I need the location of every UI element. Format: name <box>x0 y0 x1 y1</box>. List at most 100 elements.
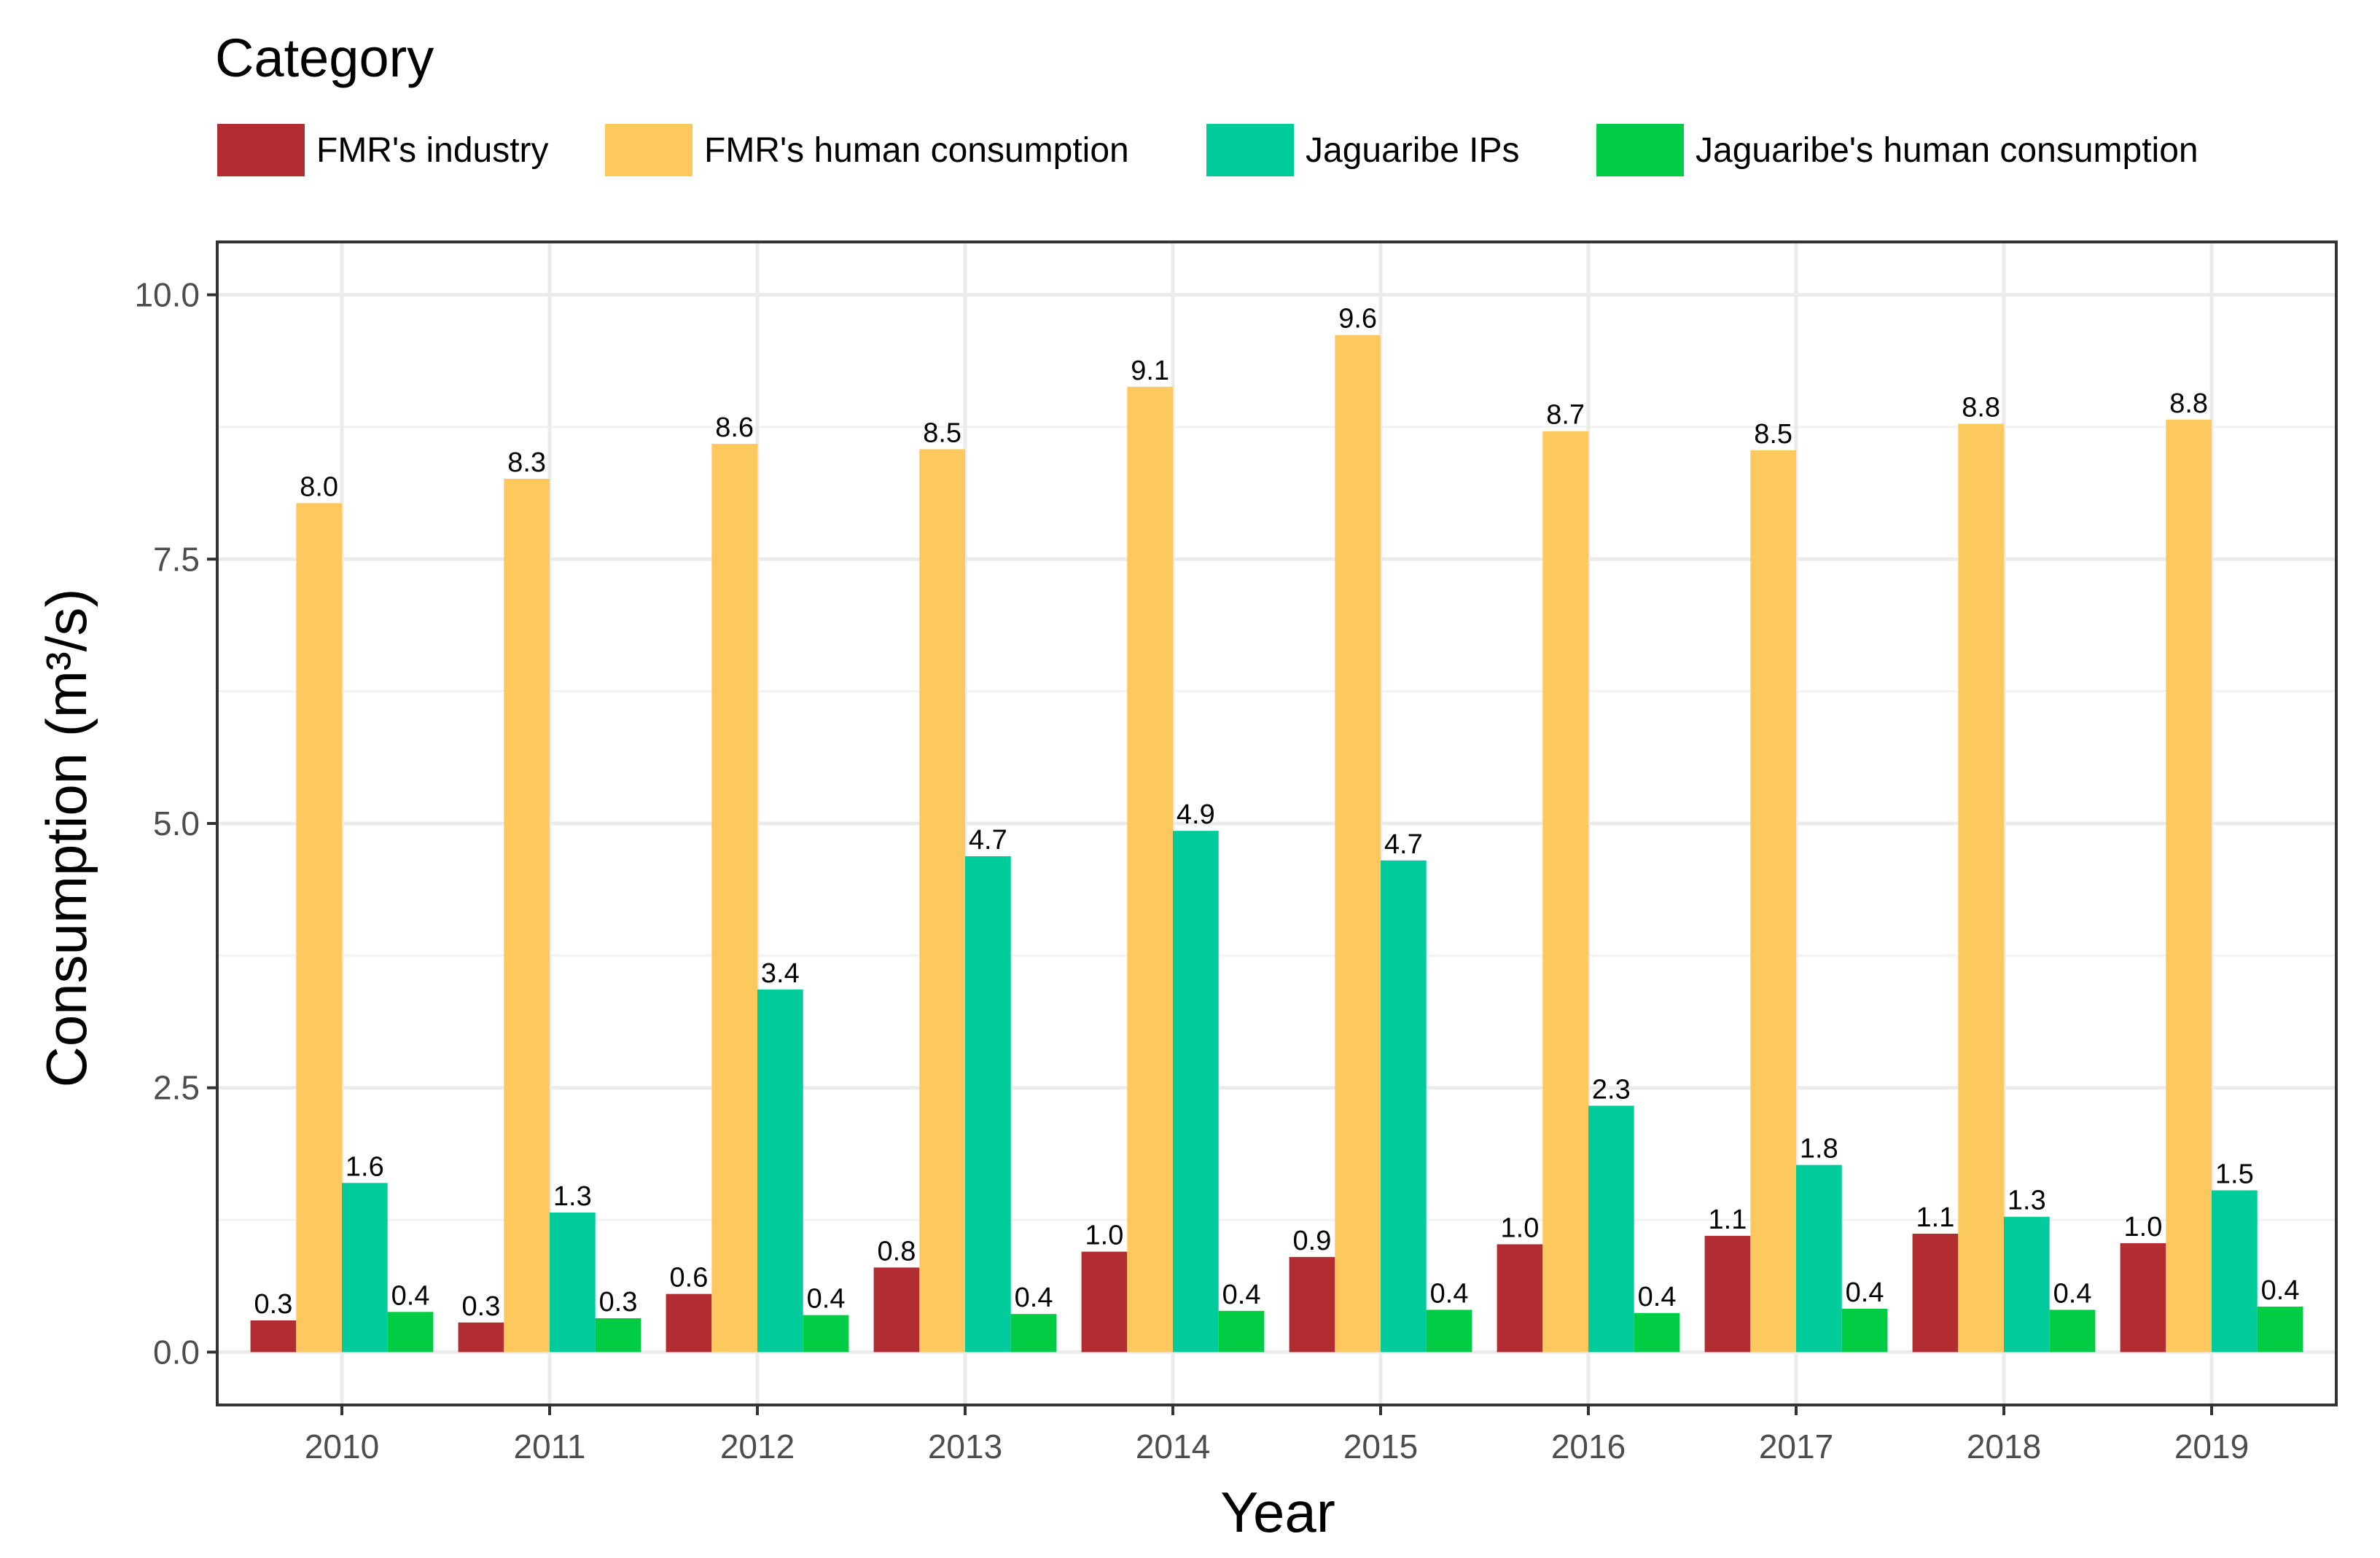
bar-fmr-s-human-consumption-2016 <box>1542 431 1588 1353</box>
bar-jaguaribe-s-human-consumption-2016 <box>1634 1312 1680 1353</box>
data-label: 1.8 <box>1800 1134 1838 1164</box>
data-label: 1.3 <box>553 1181 592 1212</box>
data-label: 1.5 <box>2215 1159 2254 1189</box>
data-label: 1.1 <box>1916 1202 1955 1233</box>
series-fmr-s-industry <box>250 1233 2166 1353</box>
data-label: 0.4 <box>1846 1277 1884 1308</box>
x-tick-label: 2019 <box>2174 1428 2249 1465</box>
legend-key <box>605 124 692 176</box>
bar-jaguaribe-s-human-consumption-2014 <box>1218 1310 1265 1353</box>
bar-fmr-s-human-consumption-2019 <box>2166 419 2212 1353</box>
bar-jaguaribe-s-human-consumption-2018 <box>2049 1310 2096 1353</box>
bar-fmr-s-human-consumption-2014 <box>1127 386 1173 1353</box>
x-tick-label: 2018 <box>1967 1428 2041 1465</box>
x-tick-label: 2011 <box>514 1428 586 1465</box>
x-axis-title: Year <box>1220 1480 1335 1544</box>
bar-fmr-s-industry-2016 <box>1497 1244 1543 1353</box>
legend-label: FMR's human consumption <box>704 131 1129 170</box>
bar-jaguaribe-s-human-consumption-2013 <box>1010 1314 1057 1353</box>
bar-fmr-s-industry-2015 <box>1289 1256 1335 1353</box>
data-label: 8.5 <box>1754 419 1792 450</box>
legend: FMR's industry FMR's human consumption Jag… <box>217 124 2198 176</box>
bar-jaguaribe-s-human-consumption-2015 <box>1426 1310 1472 1353</box>
series-jaguaribe-s-human-consumption <box>387 1307 2303 1353</box>
data-label: 8.6 <box>715 412 754 443</box>
bar-jaguaribe-ips-2013 <box>965 856 1011 1353</box>
legend-label: Jaguaribe IPs <box>1306 131 1520 170</box>
x-tick-label: 2014 <box>1136 1428 1210 1465</box>
data-labels-jaguaribe-s-human-consumption: 0.4 0.3 0.4 0.4 0.4 0.4 0.4 0.4 0.4 0.4 <box>391 1275 2300 1318</box>
data-label: 0.3 <box>462 1291 501 1322</box>
bar-jaguaribe-ips-2012 <box>757 989 803 1353</box>
bar-fmr-s-industry-2010 <box>250 1320 297 1353</box>
legend-label: Jaguaribe's human consumption <box>1696 131 2198 170</box>
bar-fmr-s-human-consumption-2012 <box>711 444 757 1353</box>
data-label: 8.8 <box>1962 393 2000 423</box>
data-labels-fmr-s-human-consumption: 8.0 8.3 8.6 8.5 9.1 9.6 8.7 8.5 8.8 8.8 <box>300 304 2208 503</box>
bar-fmr-s-industry-2012 <box>666 1293 712 1353</box>
data-label: 0.4 <box>2261 1275 2300 1306</box>
bar-fmr-s-industry-2013 <box>873 1267 920 1353</box>
y-axis-title: Consumption (m³/s) <box>34 589 98 1088</box>
data-label: 9.1 <box>1131 356 1169 386</box>
bar-jaguaribe-ips-2017 <box>1796 1164 1842 1353</box>
data-label: 8.0 <box>300 471 338 502</box>
x-tick-label: 2010 <box>305 1428 379 1465</box>
legend-item-jaguaribe-ips: Jaguaribe IPs <box>1206 124 1520 176</box>
bar-jaguaribe-ips-2018 <box>2004 1216 2050 1353</box>
x-tick-label: 2012 <box>720 1428 795 1465</box>
y-tick-label: 0.0 <box>153 1333 200 1371</box>
series-jaguaribe-ips <box>342 831 2258 1353</box>
data-label: 8.3 <box>507 447 546 478</box>
x-tick-label: 2015 <box>1343 1428 1418 1465</box>
data-label: 1.0 <box>1085 1221 1124 1251</box>
y-tick-label: 5.0 <box>153 805 200 842</box>
bar-jaguaribe-s-human-consumption-2011 <box>595 1318 641 1353</box>
data-label: 4.7 <box>969 825 1007 856</box>
y-tick-label: 10.0 <box>134 276 200 314</box>
data-label: 0.6 <box>670 1263 709 1293</box>
bar-jaguaribe-ips-2014 <box>1173 831 1219 1353</box>
bar-fmr-s-human-consumption-2018 <box>1958 423 2004 1353</box>
legend-key <box>217 124 305 176</box>
bar-jaguaribe-s-human-consumption-2010 <box>387 1312 434 1353</box>
data-label: 4.7 <box>1384 829 1423 860</box>
bar-fmr-s-industry-2017 <box>1704 1235 1751 1353</box>
y-tick-label: 7.5 <box>153 540 200 578</box>
bar-fmr-s-human-consumption-2010 <box>296 503 342 1353</box>
legend-item-fmr-s-industry: FMR's industry <box>217 124 549 176</box>
data-label: 8.5 <box>923 418 961 448</box>
data-label: 0.9 <box>1293 1226 1332 1256</box>
y-tick-label: 2.5 <box>153 1069 200 1107</box>
series-fmr-s-human-consumption <box>296 334 2212 1353</box>
data-label: 0.8 <box>878 1236 916 1267</box>
legend-title: Category <box>215 28 434 88</box>
bar-jaguaribe-s-human-consumption-2019 <box>2257 1307 2303 1353</box>
data-label: 0.4 <box>1638 1282 1677 1312</box>
bar-jaguaribe-ips-2016 <box>1588 1105 1634 1353</box>
data-label: 0.4 <box>807 1284 846 1315</box>
data-label: 3.4 <box>761 958 800 989</box>
data-label: 4.9 <box>1177 799 1215 830</box>
bar-jaguaribe-ips-2011 <box>550 1212 596 1353</box>
data-label: 1.1 <box>1709 1205 1747 1235</box>
bar-fmr-s-industry-2018 <box>1912 1233 1959 1353</box>
bar-fmr-s-industry-2014 <box>1081 1251 1128 1353</box>
legend-item-jaguaribe-s-human-consumption: Jaguaribe's human consumption <box>1596 124 2198 176</box>
bar-jaguaribe-s-human-consumption-2017 <box>1841 1308 1888 1353</box>
data-labels-jaguaribe-ips: 1.6 1.3 3.4 4.7 4.9 4.7 2.3 1.8 1.3 1.5 <box>346 799 2254 1216</box>
bar-fmr-s-human-consumption-2011 <box>504 479 550 1353</box>
data-label: 0.4 <box>1222 1280 1261 1310</box>
bar-jaguaribe-ips-2015 <box>1381 860 1427 1353</box>
x-tick-label: 2017 <box>1759 1428 1833 1465</box>
data-labels-fmr-s-industry: 0.3 0.3 0.6 0.8 1.0 0.9 1.0 1.1 1.1 1.0 <box>254 1202 2163 1322</box>
data-label: 0.4 <box>1430 1278 1469 1309</box>
data-label: 1.0 <box>2124 1212 2163 1242</box>
bar-fmr-s-industry-2019 <box>2120 1243 2166 1353</box>
data-label: 0.3 <box>254 1289 293 1320</box>
x-tick-label: 2016 <box>1551 1428 1626 1465</box>
data-label: 1.0 <box>1501 1213 1540 1243</box>
bar-fmr-s-human-consumption-2015 <box>1335 334 1381 1353</box>
legend-key <box>1596 124 1684 176</box>
